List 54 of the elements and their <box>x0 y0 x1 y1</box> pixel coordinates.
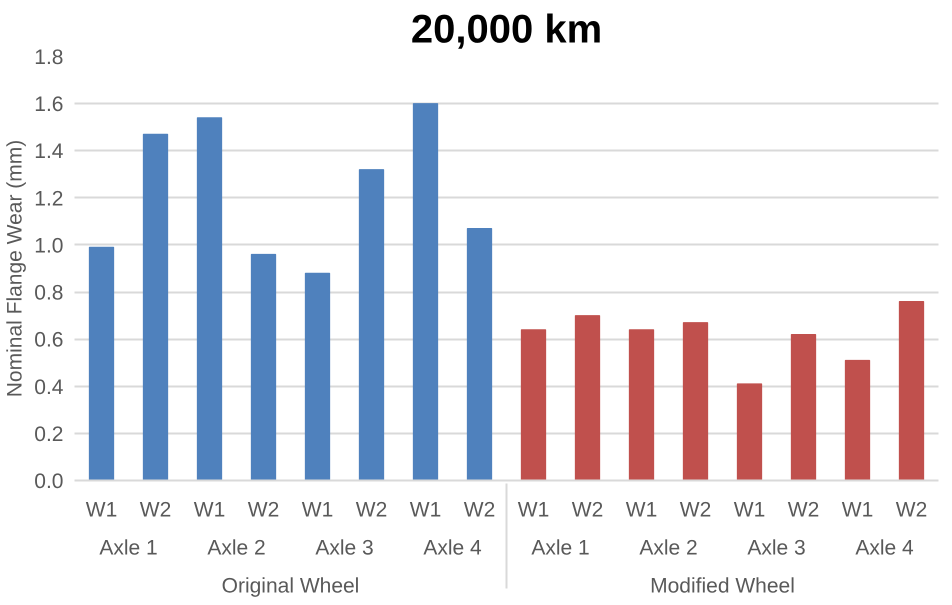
bar <box>682 322 708 480</box>
y-tick-label: 0.2 <box>34 422 64 446</box>
category-label: Modified Wheel <box>650 574 795 598</box>
category-label: Axle 4 <box>423 536 482 560</box>
y-tick-label: 1.0 <box>34 234 64 258</box>
y-tick-label: 0.8 <box>34 282 64 305</box>
category-label: Axle 1 <box>99 536 158 560</box>
bar <box>790 334 816 480</box>
category-label: W1 <box>194 498 226 522</box>
bar <box>520 329 546 480</box>
category-label: W1 <box>302 498 334 522</box>
chart-title: 20,000 km <box>410 8 602 52</box>
category-label: W1 <box>518 498 550 522</box>
category-label: W2 <box>896 498 928 522</box>
category-label: Axle 4 <box>855 536 914 560</box>
y-tick-label: 1.2 <box>34 187 64 210</box>
bar <box>844 360 870 480</box>
category-label: W2 <box>788 498 820 522</box>
category-label: W1 <box>626 498 658 522</box>
bar <box>898 300 924 480</box>
category-label: Axle 1 <box>531 536 590 560</box>
category-label: W2 <box>572 498 604 522</box>
y-tick-label: 0.0 <box>34 470 64 493</box>
category-label: W1 <box>734 498 766 522</box>
category-label: W2 <box>356 498 388 522</box>
bar <box>412 103 438 480</box>
category-label: Original Wheel <box>222 574 360 598</box>
bar <box>466 228 492 480</box>
category-label: Axle 2 <box>639 536 698 560</box>
bar <box>736 383 762 480</box>
y-tick-label: 1.8 <box>34 46 64 69</box>
bar <box>574 315 600 480</box>
category-label: Axle 3 <box>747 536 806 560</box>
y-axis-title: Nominal Flange Wear (mm) <box>3 140 26 398</box>
y-tick-label: 1.6 <box>34 93 64 116</box>
bar <box>358 169 384 480</box>
bar <box>88 246 114 480</box>
bar <box>196 117 222 480</box>
category-label: W2 <box>680 498 712 522</box>
category-label: W2 <box>464 498 496 522</box>
category-label: W1 <box>842 498 874 522</box>
category-label: Axle 3 <box>315 536 374 560</box>
bar <box>304 272 330 480</box>
y-tick-label: 0.6 <box>34 328 64 352</box>
bar <box>142 134 168 480</box>
y-tick-label: 0.4 <box>34 376 64 399</box>
category-label: W1 <box>86 498 118 522</box>
y-tick-label: 1.4 <box>34 140 64 164</box>
category-label: W2 <box>248 498 280 522</box>
bar <box>628 329 654 480</box>
category-label: W1 <box>410 498 442 522</box>
category-label: W2 <box>140 498 172 522</box>
category-label: Axle 2 <box>207 536 266 560</box>
bar <box>250 254 276 480</box>
